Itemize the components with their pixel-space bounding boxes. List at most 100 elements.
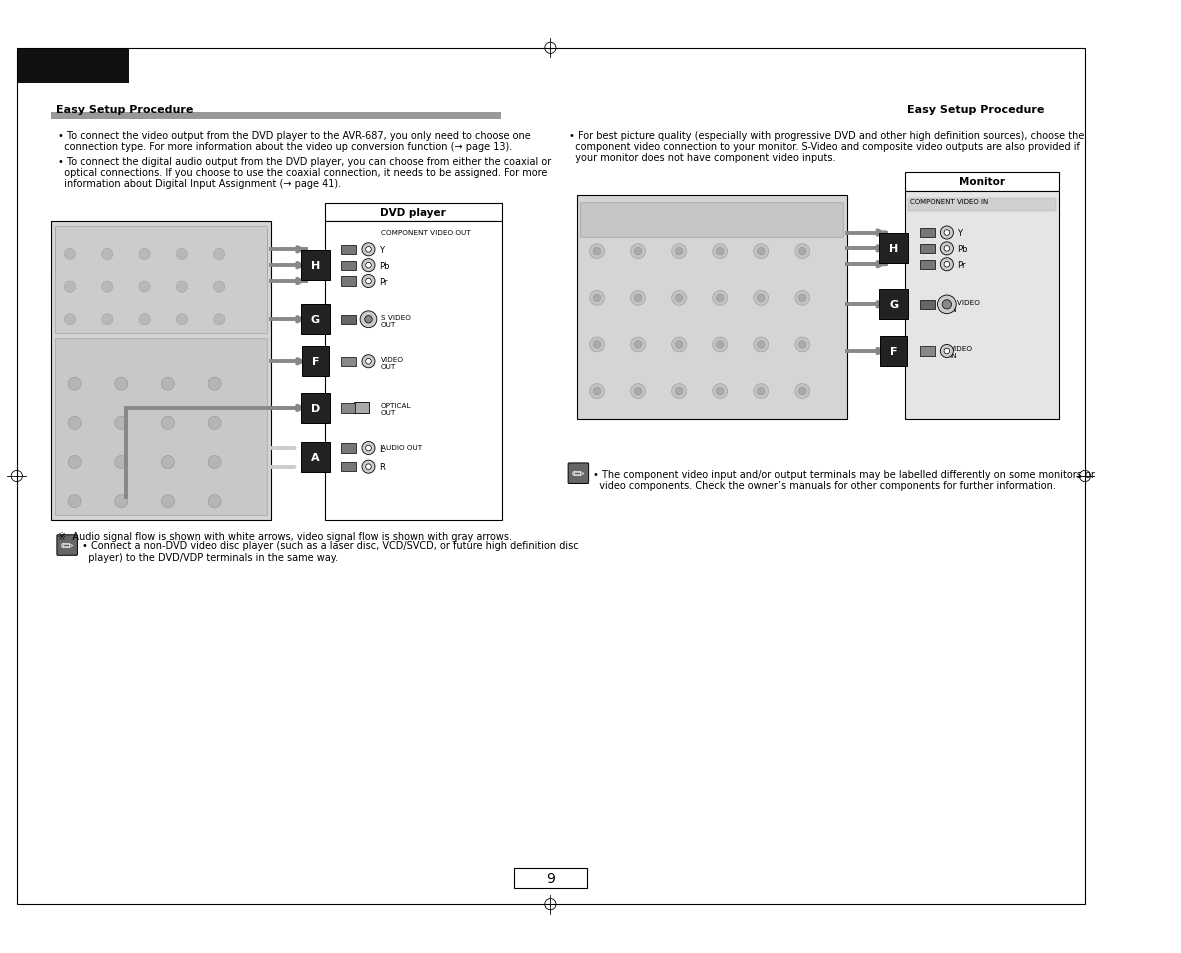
Circle shape (712, 291, 727, 306)
Circle shape (94, 241, 113, 259)
Circle shape (115, 496, 128, 508)
Bar (325, 222, 502, 520)
Bar (56, 338, 267, 516)
Circle shape (757, 248, 765, 255)
Circle shape (676, 388, 683, 395)
Circle shape (795, 291, 810, 306)
Text: Monitor: Monitor (959, 177, 1005, 187)
Circle shape (944, 246, 950, 252)
Circle shape (214, 282, 224, 293)
Bar (920, 347, 934, 356)
Circle shape (942, 300, 952, 310)
Text: player) to the DVD/VDP terminals in the same way.: player) to the DVD/VDP terminals in the … (83, 552, 338, 562)
Circle shape (365, 316, 372, 324)
Circle shape (366, 279, 371, 285)
Circle shape (712, 337, 727, 353)
Circle shape (176, 282, 188, 293)
Bar (920, 300, 934, 310)
Text: VIDEO
OUT: VIDEO OUT (380, 356, 404, 369)
Circle shape (712, 245, 727, 259)
Text: R: R (379, 463, 385, 472)
Text: AUDIO OUT: AUDIO OUT (380, 445, 422, 451)
Circle shape (712, 384, 727, 399)
Text: information about Digital Input Assignment (→ page 41).: information about Digital Input Assignme… (58, 179, 341, 190)
Bar (341, 462, 357, 472)
Bar (51, 222, 270, 520)
Circle shape (68, 456, 81, 469)
Text: video components. Check the owner’s manuals for other components for further inf: video components. Check the owner’s manu… (593, 480, 1056, 490)
Circle shape (757, 341, 765, 349)
Text: H: H (889, 244, 899, 254)
Circle shape (795, 245, 810, 259)
Text: S VIDEO
OUT: S VIDEO OUT (380, 314, 411, 327)
Circle shape (165, 241, 184, 259)
Circle shape (944, 262, 950, 268)
Circle shape (102, 249, 113, 260)
Bar (920, 260, 934, 270)
Bar (908, 199, 1056, 212)
Circle shape (717, 248, 724, 255)
Text: ✏: ✏ (60, 537, 73, 553)
Bar (341, 277, 357, 287)
Circle shape (366, 263, 371, 269)
Circle shape (631, 337, 646, 353)
Circle shape (593, 248, 601, 255)
Text: 9: 9 (546, 871, 555, 885)
Circle shape (589, 337, 605, 353)
Circle shape (65, 282, 76, 293)
Circle shape (593, 388, 601, 395)
Circle shape (634, 341, 641, 349)
Circle shape (68, 416, 81, 430)
Circle shape (798, 341, 805, 349)
Circle shape (717, 294, 724, 302)
Circle shape (68, 377, 81, 391)
Circle shape (162, 496, 175, 508)
Circle shape (102, 282, 113, 293)
Text: Y: Y (379, 246, 384, 254)
Text: OPTICAL
OUT: OPTICAL OUT (380, 403, 411, 416)
Circle shape (593, 341, 601, 349)
Circle shape (757, 294, 765, 302)
Circle shape (139, 249, 150, 260)
Circle shape (940, 258, 953, 272)
Circle shape (717, 341, 724, 349)
Text: Pb: Pb (957, 245, 967, 253)
Text: S VIDEO
IN: S VIDEO IN (950, 299, 979, 313)
Text: COMPONENT VIDEO IN: COMPONENT VIDEO IN (909, 199, 987, 205)
Bar (576, 196, 847, 419)
Bar (920, 245, 934, 253)
Circle shape (589, 291, 605, 306)
Circle shape (676, 341, 683, 349)
Text: VIDEO
IN: VIDEO IN (950, 346, 973, 359)
Circle shape (938, 295, 957, 314)
Circle shape (68, 496, 81, 508)
Circle shape (798, 248, 805, 255)
Bar (325, 203, 502, 222)
Circle shape (634, 388, 641, 395)
Circle shape (717, 388, 724, 395)
Text: component video connection to your monitor. S-Video and composite video outputs : component video connection to your monit… (569, 142, 1079, 152)
Bar (56, 227, 267, 334)
Circle shape (115, 416, 128, 430)
Circle shape (940, 345, 953, 358)
Circle shape (634, 294, 641, 302)
Circle shape (102, 314, 113, 326)
Circle shape (593, 294, 601, 302)
Text: D: D (311, 403, 320, 414)
Circle shape (944, 231, 950, 236)
Circle shape (672, 291, 686, 306)
Circle shape (115, 377, 128, 391)
Text: Pr: Pr (957, 260, 966, 270)
Circle shape (65, 314, 76, 326)
Circle shape (361, 442, 376, 456)
Circle shape (135, 245, 144, 254)
Bar (514, 868, 587, 888)
Circle shape (130, 241, 149, 259)
Bar (341, 245, 357, 254)
Circle shape (115, 456, 128, 469)
Circle shape (162, 416, 175, 430)
Circle shape (940, 243, 953, 255)
Circle shape (361, 275, 376, 288)
Circle shape (672, 384, 686, 399)
Bar (905, 192, 1059, 419)
